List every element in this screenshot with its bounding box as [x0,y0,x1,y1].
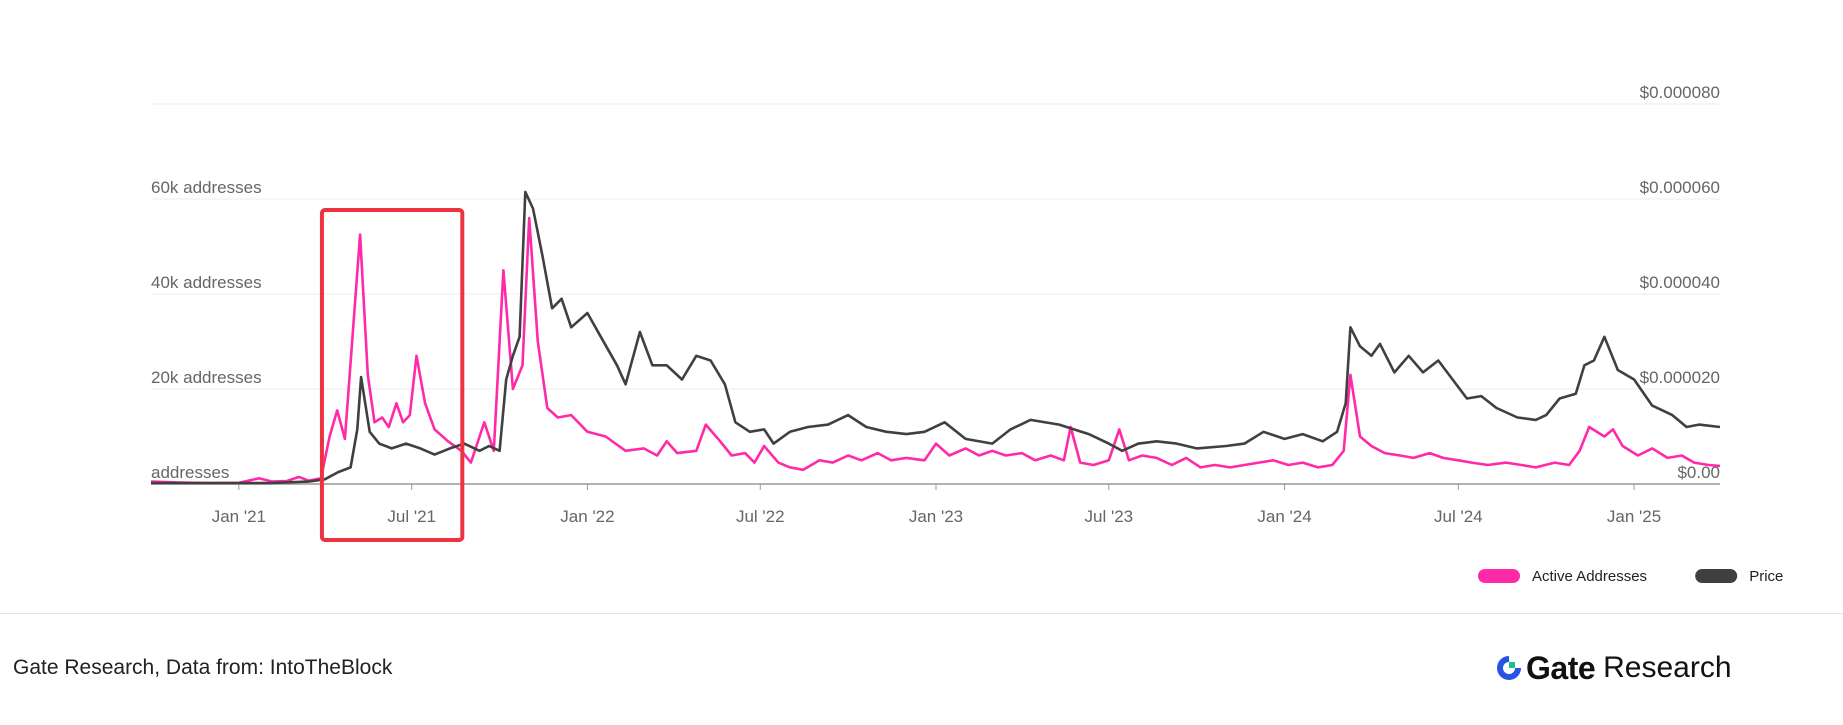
legend-swatch [1478,569,1520,583]
x-tick-label: Jul '23 [1085,507,1134,526]
chart: addresses 20k addresses 40k addresses 60k a… [150,83,1783,585]
x-tick-label: Jan '21 [212,507,266,526]
left-axis-tick-label: 60k addresses [151,178,262,197]
brand-name: Gate [1526,649,1596,686]
right-axis-tick-label: $0.000020 [1640,368,1720,387]
right-axis-tick-label: $0.00 [1677,463,1720,482]
x-tick-label: Jul '21 [387,507,436,526]
highlight-box [319,208,465,542]
legend-label: Price [1749,568,1783,585]
x-tick-label: Jan '23 [909,507,963,526]
series-line-price [151,190,1721,485]
source-note: Gate Research, Data from: IntoTheBlock [13,656,393,679]
x-tick-label: Jan '24 [1257,507,1311,526]
series-line-active-addresses [150,216,1721,485]
x-axis-labels: Jan '21 Jul '21 Jan '22 Jul '22 Jan '23 Jul '… [212,484,1661,526]
legend[interactable]: Active Addresses Price [1478,568,1783,585]
left-axis-tick-label: addresses [151,463,229,482]
footer-divider [0,613,1843,614]
x-tick-label: Jan '22 [560,507,614,526]
legend-label: Active Addresses [1532,568,1647,585]
highlight-rectangle [319,208,465,542]
right-axis-labels: $0.00 $0.000020 $0.000040 $0.000060 $0.00008… [1640,83,1720,482]
left-axis-labels: addresses 20k addresses 40k addresses 60k a… [151,178,262,482]
gate-logo-icon [1497,656,1521,680]
right-axis-tick-label: $0.000060 [1640,178,1720,197]
x-tick-label: Jan '25 [1607,507,1661,526]
right-axis-tick-label: $0.000080 [1640,83,1720,102]
left-axis-tick-label: 40k addresses [151,273,262,292]
brand-subtitle: Research [1603,651,1732,684]
right-axis-tick-label: $0.000040 [1640,273,1720,292]
x-tick-label: Jul '22 [736,507,785,526]
series-lines [150,190,1721,485]
brand-logo: Gate Research [1494,648,1732,688]
left-axis-tick-label: 20k addresses [151,368,262,387]
legend-swatch [1695,569,1738,583]
x-tick-label: Jul '24 [1434,507,1483,526]
